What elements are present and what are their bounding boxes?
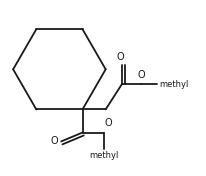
Text: O: O [105,118,112,128]
Text: O: O [117,52,125,62]
Text: O: O [51,136,59,146]
Text: methyl: methyl [89,151,119,160]
Text: methyl: methyl [159,80,188,89]
Text: O: O [137,70,145,80]
